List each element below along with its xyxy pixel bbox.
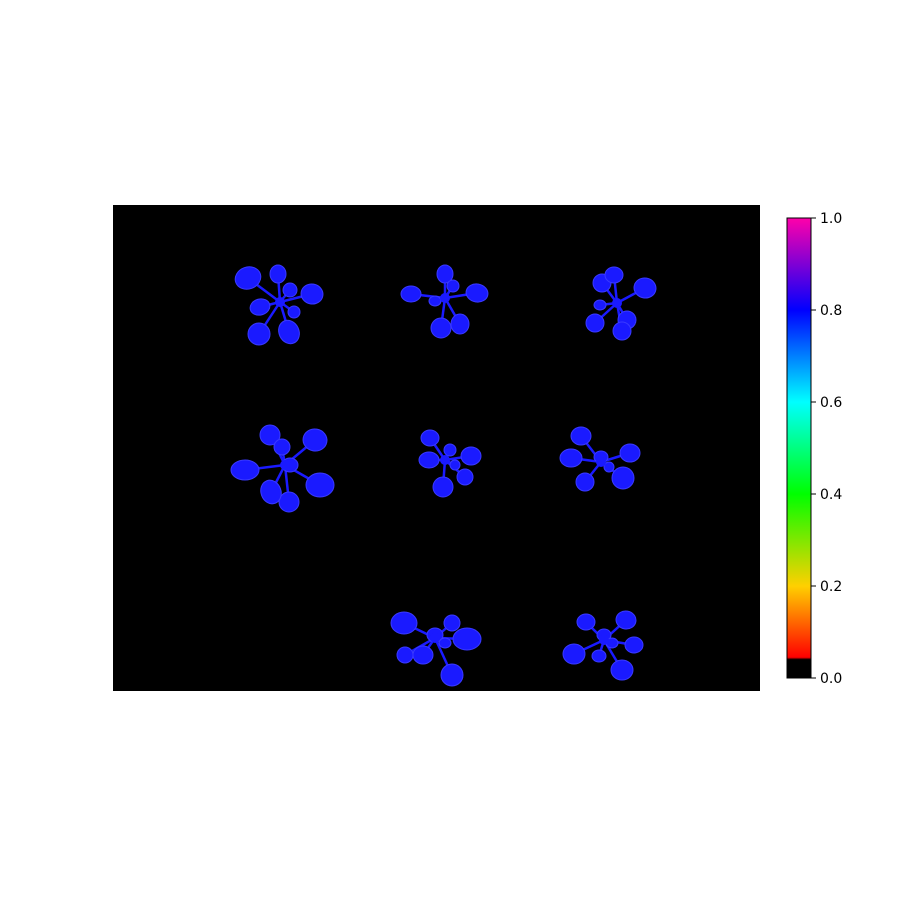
plants-layer [230,264,657,687]
colorbar-tick-label: 0.8 [820,303,842,319]
plant-leaf [593,299,607,311]
plant-leaf [446,279,460,293]
plant-leaf [259,424,281,446]
plant-leaf [305,472,335,498]
plant-center [596,457,606,467]
plant-leaf [465,283,489,303]
plant-leaf [591,649,607,663]
plant-leaf [615,610,637,630]
plant-center [599,635,609,645]
plant-leaf [575,472,595,492]
plant-leaf [456,468,474,486]
plant-leaf [230,459,260,481]
plant-leaf [610,659,634,681]
plant-rosette [559,426,641,492]
plant-leaf [612,321,632,341]
plant-rosette [562,610,644,681]
colorbar-tick-label: 0.2 [820,579,842,595]
plant-leaf [611,466,635,490]
plant-leaf [624,636,644,654]
plant-leaf [460,446,482,466]
plant-leaf [604,266,624,284]
colorbar-tick-label: 0.0 [820,671,842,687]
plant-leaf [390,611,418,635]
plant-center [275,297,285,307]
plant-rosette [390,611,482,687]
plant-rosette [234,264,324,346]
plant-leaf [576,613,596,631]
plant-leaf [603,461,615,473]
plant-leaf [234,266,262,290]
plant-leaf [396,646,414,664]
plant-rosette [418,429,482,498]
plant-leaf [633,277,657,299]
colorbar: 0.0 0.2 0.4 0.6 0.8 1.0 [786,211,842,687]
plant-rosette [585,266,657,341]
plant-leaf [273,438,291,456]
plant-leaf [559,448,583,468]
colorbar-ticks: 0.0 0.2 0.4 0.6 0.8 1.0 [811,211,842,687]
plant-leaf [260,479,282,505]
colorbar-tick-label: 0.6 [820,395,842,411]
plant-leaf [450,313,470,335]
plant-center [440,455,450,465]
colorbar-tick-label: 0.4 [820,487,842,503]
plant-rosette [400,264,489,339]
plant-leaf [430,317,452,339]
plant-leaf [438,637,452,649]
plant-leaf [449,459,461,471]
plant-leaf [249,298,271,316]
plant-leaf [282,282,298,298]
plant-center [440,293,450,303]
plant-leaf [443,443,457,457]
plant-leaf [428,295,442,307]
plant-leaf [432,476,454,498]
plant-leaf [420,429,440,447]
plant-leaf [436,264,454,284]
plant-center [430,633,440,643]
plant-leaf [562,643,586,665]
plant-leaf [585,313,605,333]
plant-leaf [400,285,422,303]
plant-leaf [452,627,482,651]
plant-leaf [443,614,461,632]
plant-leaf [278,319,300,345]
plant-leaf [269,264,287,284]
colorbar-tick-label: 1.0 [820,211,842,227]
plant-leaf [278,491,300,513]
plant-leaf [247,322,271,346]
colorbar-gradient [786,217,812,679]
plant-leaf [302,428,328,452]
plant-leaf [619,443,641,463]
image-panel [113,205,760,691]
plant-leaf [412,645,434,665]
plant-leaf [570,426,592,446]
plant-leaf [418,451,440,469]
plant-center [280,460,290,470]
plant-rosette [230,424,335,513]
plant-leaf [300,283,324,305]
plant-leaf [287,305,301,319]
plant-center [612,298,622,308]
plant-leaf [440,663,464,687]
